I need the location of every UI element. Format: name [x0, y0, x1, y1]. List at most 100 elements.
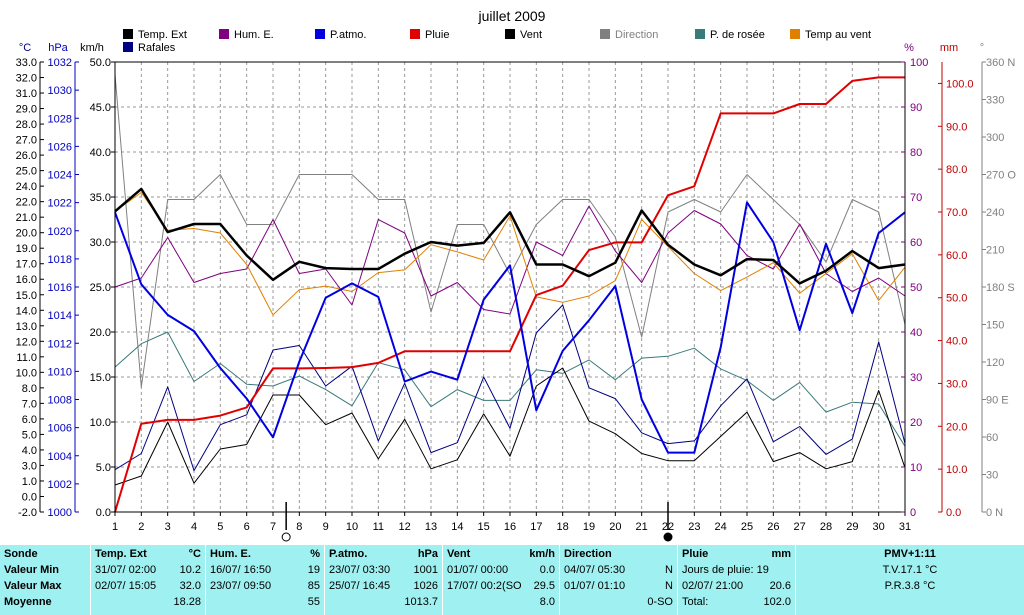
legend-label: Vent [520, 29, 542, 41]
series-line-hum-e- [114, 205, 906, 315]
x-tick-label: 4 [191, 521, 197, 533]
hpa-tick-label: 1000 [48, 507, 72, 519]
celsius-tick-label: 21.0 [16, 212, 37, 224]
legend-swatch [695, 29, 705, 39]
celsius-tick-label: 17.0 [16, 259, 37, 271]
moon-markers [281, 502, 673, 542]
legend-swatch [505, 29, 515, 39]
degrees-tick-label: 360 N [986, 57, 1015, 69]
vent-min-date: 01/07/ 00:00 [447, 564, 509, 576]
x-tick-label: 17 [530, 521, 542, 533]
summary-pmv: PMV+1:11 T.V.17.1 °C P.R.3.8 °C [796, 545, 1024, 615]
patmo-unit: hPa [417, 548, 438, 560]
axis-unit-label: % [904, 42, 914, 54]
legend-label: Pluie [425, 29, 449, 41]
new-moon-icon [663, 532, 673, 542]
temp-avg: 18.28 [173, 596, 201, 608]
celsius-tick-label: 14.0 [16, 305, 37, 317]
series-line-vent [114, 367, 906, 486]
summary-pluie: Pluie mm Jours de pluie: 19 02/07/ 21:00 2… [678, 545, 795, 615]
x-tick-label: 18 [557, 521, 569, 533]
legend-swatch [123, 29, 133, 39]
hum-max-date: 23/07/ 09:50 [210, 580, 272, 592]
hpa-tick-label: 1016 [48, 282, 72, 294]
legend-label: P. de rosée [710, 29, 765, 41]
kmh-tick-label: 20.0 [90, 327, 111, 339]
series-line-temp-ext [114, 187, 906, 285]
degrees-tick-label: 270 O [986, 170, 1016, 182]
summary-header-label: Sonde [4, 548, 38, 560]
celsius-tick-label: 6.0 [22, 414, 37, 426]
hum-avg: 55 [307, 596, 320, 608]
hum-unit: % [310, 548, 320, 560]
summary-row-labels: Sonde Valeur Min Valeur Max Moyenne [0, 545, 90, 615]
percent-tick-label: 10 [910, 462, 922, 474]
celsius-tick-label: 8.0 [22, 383, 37, 395]
x-tick-label: 28 [820, 521, 832, 533]
degrees-tick-label: 300 [986, 132, 1004, 144]
axis-unit-label: °C [19, 42, 31, 54]
degrees-tick-label: 120 [986, 357, 1004, 369]
hpa-tick-label: 1024 [48, 170, 72, 182]
mm-tick-label: 50.0 [946, 293, 967, 305]
celsius-tick-label: 1.0 [22, 476, 37, 488]
celsius-tick-label: 24.0 [16, 181, 37, 193]
kmh-tick-label: 5.0 [96, 462, 111, 474]
direction-max-value: N [665, 580, 673, 592]
kmh-tick-label: 25.0 [90, 282, 111, 294]
series-line-temp-au-vent [114, 192, 906, 316]
pmv-pr: P.R.3.8 °C [884, 580, 936, 592]
hum-min-date: 16/07/ 16:50 [210, 564, 272, 576]
hpa-tick-label: 1032 [48, 57, 72, 69]
pmv-title: PMV+1:11 [884, 548, 936, 560]
mm-tick-label: 70.0 [946, 207, 967, 219]
vent-unit: km/h [529, 548, 555, 560]
x-tick-label: 25 [741, 521, 753, 533]
legend-label: Rafales [138, 42, 176, 54]
axis-unit-label: mm [940, 42, 958, 54]
pluie-title: Pluie [682, 548, 709, 560]
legend-label: P.atmo. [330, 29, 367, 41]
celsius-tick-label: 10.0 [16, 367, 37, 379]
mm-tick-label: 40.0 [946, 336, 967, 348]
x-tick-label: 16 [504, 521, 516, 533]
legend-label: Temp au vent [805, 29, 871, 41]
mm-tick-label: 20.0 [946, 421, 967, 433]
percent-tick-label: 60 [910, 237, 922, 249]
x-tick-label: 10 [346, 521, 358, 533]
percent-tick-label: 0 [910, 507, 916, 519]
mm-tick-label: 30.0 [946, 378, 967, 390]
vent-min-value: 0.0 [539, 564, 555, 576]
celsius-tick-label: 28.0 [16, 119, 37, 131]
direction-title: Direction [564, 548, 612, 560]
temp-title: Temp. Ext [95, 548, 147, 560]
summary-patmo: P.atmo. hPa 23/07/ 03:30 1001 25/07/ 16:45… [325, 545, 442, 615]
celsius-tick-label: 13.0 [16, 321, 37, 333]
x-tick-label: 3 [165, 521, 171, 533]
x-tick-label: 14 [451, 521, 463, 533]
vent-avg: 8.0 [539, 596, 555, 608]
series-line-pluie [114, 76, 905, 513]
hum-min-value: 19 [307, 564, 320, 576]
axes: 33.0 32.0 31.0 29.0 28.0 27.0 26.0 25.0 24.0 22.0… [16, 57, 1017, 519]
legend-swatch [600, 29, 610, 39]
hpa-tick-label: 1006 [48, 423, 72, 435]
x-tick-label: 30 [873, 521, 885, 533]
pluie-max-value: 20.6 [769, 580, 791, 592]
hpa-tick-label: 1012 [48, 338, 72, 350]
degrees-tick-label: 30 [986, 470, 998, 482]
hpa-tick-label: 1004 [48, 451, 72, 463]
patmo-min-value: 1001 [413, 564, 438, 576]
x-tick-label: 21 [636, 521, 648, 533]
hpa-tick-label: 1030 [48, 85, 72, 97]
kmh-tick-label: 45.0 [90, 102, 111, 114]
axis-unit-label: ° [980, 42, 984, 54]
x-tick-label: 5 [217, 521, 223, 533]
celsius-tick-label: 3.0 [22, 460, 37, 472]
legend-label: Direction [615, 29, 658, 41]
vent-title: Vent [447, 548, 471, 560]
kmh-tick-label: 50.0 [90, 57, 111, 69]
hpa-tick-label: 1014 [48, 310, 72, 322]
kmh-tick-label: 10.0 [90, 417, 111, 429]
x-tick-label: 26 [767, 521, 779, 533]
